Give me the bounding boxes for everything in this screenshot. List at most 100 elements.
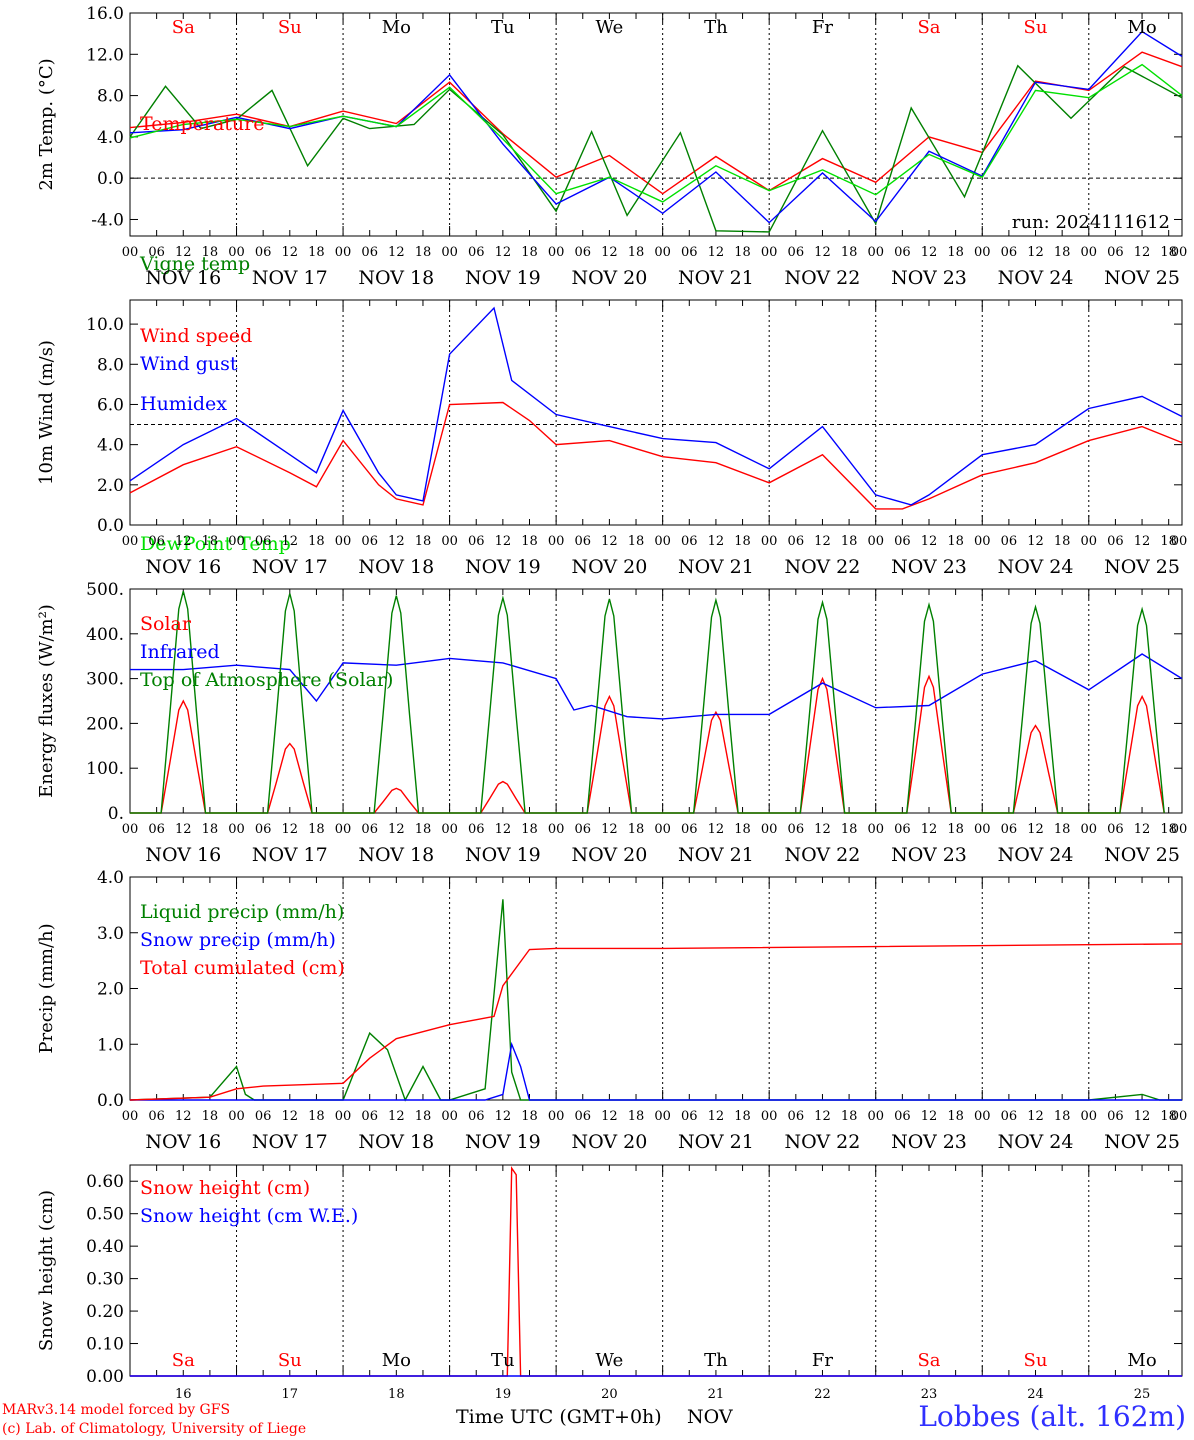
hour-tick-label: 18 bbox=[1160, 534, 1177, 549]
hour-tick-label: 06 bbox=[361, 534, 378, 549]
hour-tick-label: 00 bbox=[441, 534, 458, 549]
panel-3: 0. 100. 200. 300. 400. 500. Energy fluxes (W/m… bbox=[36, 580, 1187, 866]
hour-tick-label: 18 bbox=[947, 245, 964, 260]
hour-tick-label: 18 bbox=[1054, 1109, 1071, 1124]
station-name: Lobbes (alt. 162m) bbox=[918, 1400, 1186, 1433]
legend-entry: Temperature bbox=[140, 113, 264, 135]
series-line bbox=[129, 943, 1183, 1101]
series-line bbox=[130, 1166, 1182, 1377]
y-tick-label: 0.30 bbox=[86, 1270, 124, 1290]
hour-tick-label: 12 bbox=[1027, 1109, 1044, 1124]
hour-tick-label: 18 bbox=[734, 822, 751, 837]
hour-tick-label: 18 bbox=[734, 245, 751, 260]
hour-tick-label: 12 bbox=[708, 245, 725, 260]
date-label: NOV 24 bbox=[998, 1131, 1074, 1153]
series-line bbox=[129, 64, 1183, 233]
hour-tick-label: 06 bbox=[1107, 1109, 1124, 1124]
date-label: NOV 17 bbox=[252, 1131, 328, 1153]
date-label: NOV 23 bbox=[891, 267, 967, 289]
series-line bbox=[130, 653, 1183, 720]
date-label: NOV 24 bbox=[998, 844, 1074, 866]
series-line bbox=[129, 306, 1183, 506]
hour-tick-label: 18 bbox=[628, 245, 645, 260]
hour-tick-label: 06 bbox=[894, 822, 911, 837]
hour-tick-label: 18 bbox=[947, 822, 964, 837]
hour-tick-label: 18 bbox=[734, 534, 751, 549]
date-label: NOV 25 bbox=[1104, 267, 1180, 289]
hour-tick-label: 00 bbox=[548, 1109, 565, 1124]
panel-5: 0.00 0.10 0.20 0.30 0.40 0.50 0.60 Snow height … bbox=[36, 1164, 1183, 1402]
hour-tick-label: 00 bbox=[974, 1109, 991, 1124]
hour-tick-label: 00 bbox=[1171, 822, 1188, 837]
day-number-label: 16 bbox=[175, 1387, 192, 1402]
hour-tick-label: 00 bbox=[1171, 245, 1188, 260]
y-tick-label: 2.0 bbox=[97, 476, 124, 496]
legend-entry: Humidex bbox=[140, 393, 227, 415]
plot-frame bbox=[129, 12, 1183, 237]
y-tick-label: 4.0 bbox=[97, 436, 124, 456]
hour-tick-label: 18 bbox=[308, 534, 325, 549]
y-tick-label: 4.0 bbox=[97, 128, 124, 148]
legend-entry: Infrared bbox=[140, 641, 220, 663]
y-axis-label: Snow height (cm) bbox=[36, 1190, 57, 1351]
weekday-label: Su bbox=[278, 1350, 302, 1371]
hour-tick-label: 12 bbox=[601, 534, 618, 549]
model-credit: MARv3.14 model forced by GFS bbox=[2, 1402, 231, 1418]
legend-entry: Wind speed bbox=[140, 325, 252, 347]
date-label: NOV 16 bbox=[145, 267, 221, 289]
hour-tick-label: 06 bbox=[574, 1109, 591, 1124]
date-label: NOV 25 bbox=[1104, 1131, 1180, 1153]
hour-tick-label: 12 bbox=[388, 534, 405, 549]
hour-tick-label: 00 bbox=[974, 822, 991, 837]
y-tick-label: 400. bbox=[86, 625, 124, 645]
panel-2: 0.0 2.0 4.0 6.0 8.0 10.0 10m Wind (m/s) Wind sp… bbox=[36, 299, 1187, 578]
hour-tick-label: 06 bbox=[468, 245, 485, 260]
date-label: NOV 20 bbox=[571, 556, 647, 578]
date-label: NOV 20 bbox=[571, 267, 647, 289]
date-label: NOV 18 bbox=[358, 1131, 434, 1153]
hour-tick-label: 12 bbox=[601, 822, 618, 837]
hour-tick-label: 06 bbox=[788, 1109, 805, 1124]
y-tick-label: 0.0 bbox=[97, 169, 124, 189]
hour-tick-label: 06 bbox=[148, 822, 165, 837]
hour-tick-label: 18 bbox=[308, 822, 325, 837]
hour-tick-label: 12 bbox=[282, 534, 299, 549]
date-label: NOV 19 bbox=[465, 1131, 541, 1153]
weekday-label: Th bbox=[704, 1350, 728, 1371]
hour-tick-label: 00 bbox=[1081, 534, 1098, 549]
legend-entry: DewPoint Temp bbox=[140, 533, 291, 555]
weekday-label: Su bbox=[1024, 1350, 1048, 1371]
hour-tick-label: 18 bbox=[202, 245, 219, 260]
hour-tick-label: 00 bbox=[761, 534, 778, 549]
y-tick-label: 0.20 bbox=[86, 1302, 124, 1322]
weekday-label: Sa bbox=[172, 17, 195, 38]
hour-tick-label: 00 bbox=[761, 822, 778, 837]
hour-tick-label: 06 bbox=[361, 245, 378, 260]
hour-tick-label: 00 bbox=[761, 245, 778, 260]
hour-tick-label: 18 bbox=[628, 534, 645, 549]
hour-tick-label: 12 bbox=[175, 1109, 192, 1124]
hour-tick-label: 12 bbox=[1027, 245, 1044, 260]
hour-tick-label: 12 bbox=[1027, 534, 1044, 549]
hour-tick-label: 06 bbox=[788, 822, 805, 837]
hour-tick-label: 00 bbox=[122, 534, 139, 549]
legend-entry: Snow height (cm) bbox=[140, 1177, 310, 1199]
hour-tick-label: 12 bbox=[175, 534, 192, 549]
hour-tick-label: 06 bbox=[148, 1109, 165, 1124]
y-tick-label: 0.50 bbox=[86, 1205, 124, 1225]
hour-tick-label: 00 bbox=[1081, 1109, 1098, 1124]
y-tick-label: 16.0 bbox=[86, 4, 124, 24]
hour-tick-label: 18 bbox=[734, 1109, 751, 1124]
hour-tick-label: 18 bbox=[521, 822, 538, 837]
panel-1: -4.0 0.0 4.0 8.0 12.0 16.0 2m Temp. (°C) Temper… bbox=[36, 4, 1187, 555]
hour-tick-label: 06 bbox=[1107, 245, 1124, 260]
hour-tick-label: 12 bbox=[814, 534, 831, 549]
date-label: NOV 21 bbox=[678, 267, 754, 289]
y-tick-label: 500. bbox=[86, 580, 124, 600]
legend-entry: Total cumulated (cm) bbox=[140, 957, 345, 979]
hour-tick-label: 18 bbox=[521, 1109, 538, 1124]
hour-tick-label: 12 bbox=[282, 245, 299, 260]
weekday-label: Tu bbox=[491, 17, 515, 38]
hour-tick-label: 06 bbox=[1001, 822, 1018, 837]
